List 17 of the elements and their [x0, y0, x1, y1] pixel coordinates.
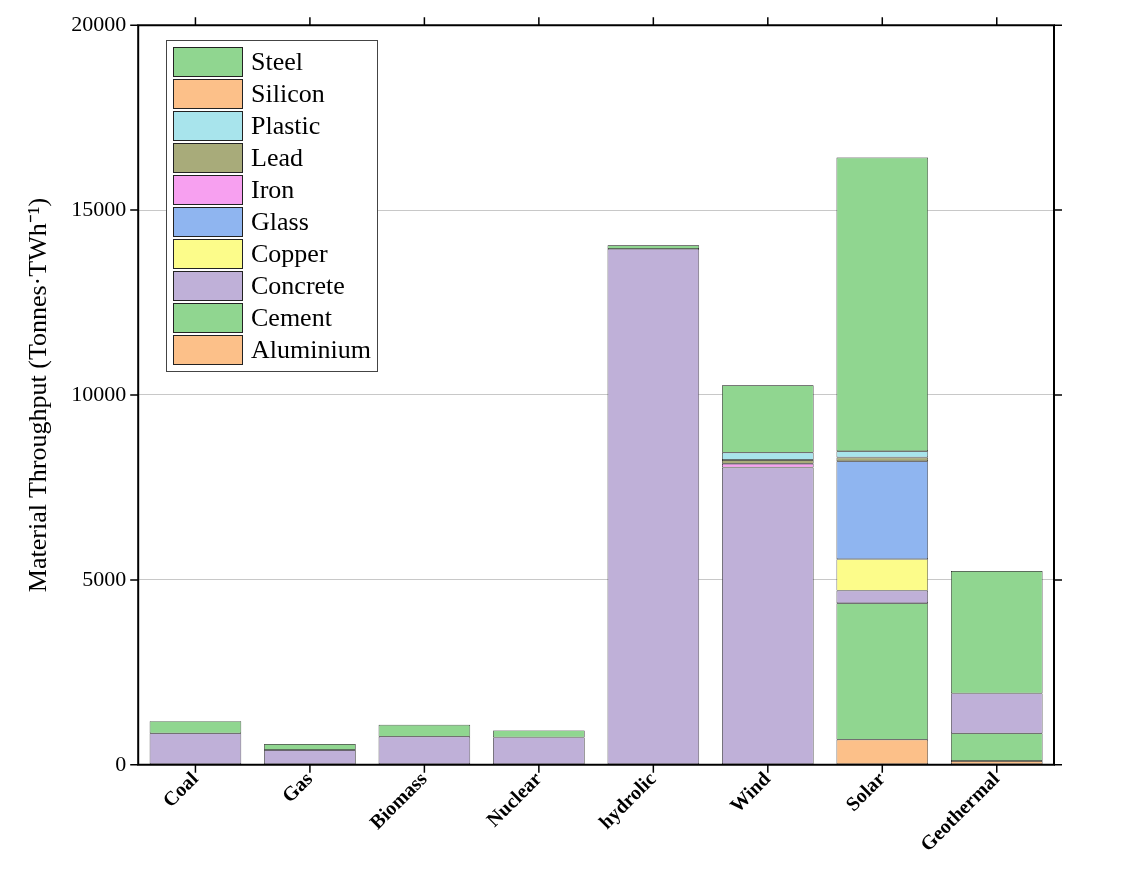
legend-label: Aluminium: [251, 335, 371, 364]
legend-label: Steel: [251, 47, 303, 76]
x-tick-label: Gas: [277, 767, 317, 807]
legend-label: Glass: [251, 207, 309, 236]
y-tick-label: 20000: [71, 10, 127, 36]
legend-label: Iron: [251, 175, 295, 204]
y-tick-label: 5000: [82, 565, 127, 591]
legend-label: Lead: [251, 143, 303, 172]
y-axis-title: Material Throughput (Tonnes·TWh⁻¹): [23, 197, 53, 593]
y-tick-label: 10000: [71, 380, 127, 406]
legend-label: Cement: [251, 303, 332, 332]
legend-label: Copper: [251, 239, 328, 268]
y-tick-label: 15000: [71, 195, 127, 221]
legend-label: Silicon: [251, 79, 325, 108]
legend-label: Concrete: [251, 271, 345, 300]
legend-label: Plastic: [251, 111, 321, 140]
y-tick-label: 0: [115, 750, 127, 776]
